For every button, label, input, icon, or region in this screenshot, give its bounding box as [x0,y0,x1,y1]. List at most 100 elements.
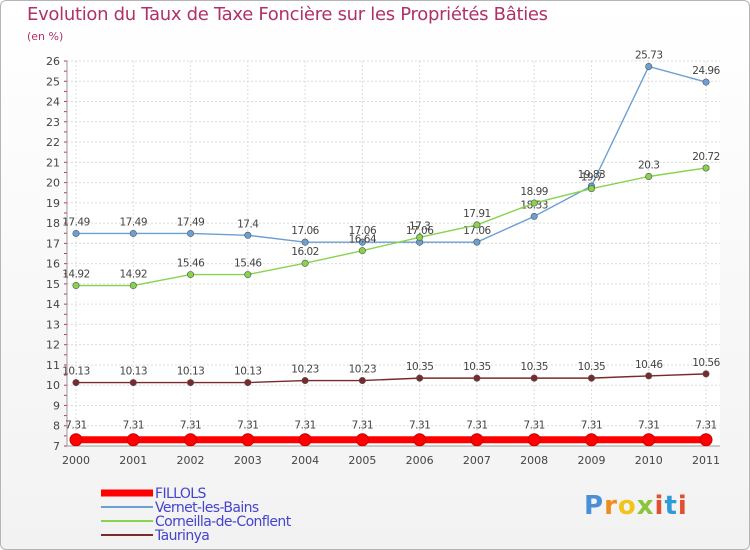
data-label: 16.64 [349,234,377,246]
data-point [301,377,309,385]
data-point [358,377,366,385]
data-point [584,433,598,447]
data-point [129,282,137,290]
data-label: 19.7 [581,172,602,184]
data-label: 17.06 [463,225,491,237]
data-label: 18.99 [520,186,548,198]
y-tick-label: 21 [46,156,60,169]
data-label: 7.31 [638,420,659,432]
data-point [187,271,195,279]
data-label: 17.49 [62,216,90,228]
data-point [244,271,252,279]
data-label: 7.31 [466,420,487,432]
data-point [184,433,198,447]
data-label: 20.3 [638,160,659,172]
data-label: 10.46 [635,359,663,371]
data-label: 17.91 [463,208,491,220]
data-point [187,379,195,387]
data-point [702,164,710,172]
y-tick-label: 24 [46,96,60,109]
y-tick-label: 13 [46,318,60,331]
data-label: 20.72 [692,151,720,163]
data-point [129,379,137,387]
data-label: 17.3 [409,220,430,232]
y-tick-label: 14 [46,298,60,311]
data-point [69,433,83,447]
data-point [187,229,195,237]
data-label: 7.31 [581,420,602,432]
proxiti-logo: Proxiti [584,491,688,521]
data-label: 14.92 [62,269,90,281]
data-label: 7.31 [695,420,716,432]
x-tick-label: 2000 [62,454,90,467]
legend-label: Corneilla-de-Conflent [155,514,292,530]
data-point [72,379,80,387]
y-tick-label: 9 [53,399,60,412]
data-point [301,238,309,246]
chart-title: Evolution du Taux de Taxe Foncière sur l… [27,4,548,25]
data-label: 7.31 [523,420,544,432]
data-label: 24.96 [692,65,720,77]
data-point [702,78,710,86]
data-point [645,62,653,70]
data-label: 15.46 [234,258,262,270]
data-label: 10.35 [463,361,491,373]
y-tick-label: 18 [46,217,60,230]
data-label: 10.13 [177,366,205,378]
data-label: 10.13 [119,366,147,378]
data-point [587,374,595,382]
y-tick-label: 19 [46,197,60,210]
x-tick-label: 2006 [406,454,434,467]
data-label: 10.56 [692,357,720,369]
data-label: 7.31 [180,420,201,432]
data-point [416,374,424,382]
data-point [530,199,538,207]
data-point [473,221,481,229]
series-line-Vernet-les-Bains [76,65,707,243]
legend-label: FILLOLS [155,486,207,502]
data-point [244,379,252,387]
x-tick-label: 2009 [577,454,605,467]
data-point [298,433,312,447]
data-label: 16.02 [291,246,319,258]
data-label: 10.35 [406,361,434,373]
data-label: 10.13 [62,366,90,378]
data-label: 10.13 [234,366,262,378]
chart-subtitle: (en %) [27,30,64,43]
y-tick-label: 16 [46,258,60,271]
data-label: 17.06 [349,225,377,237]
data-label: 17.49 [177,216,205,228]
data-point [358,247,366,255]
data-point [702,370,710,378]
series-line-Corneilla-de-Conflent [76,167,707,287]
x-tick-label: 2005 [348,454,376,467]
y-tick-label: 7 [53,440,60,453]
y-tick-label: 23 [46,116,60,129]
data-label: 17.06 [291,225,319,237]
data-label: 10.23 [349,364,377,376]
x-tick-label: 2007 [463,454,491,467]
legend-label: Taurinya [154,528,209,544]
data-point [645,173,653,181]
data-label: 7.31 [237,420,258,432]
data-point [301,259,309,267]
x-tick-label: 2010 [635,454,663,467]
data-point [241,433,255,447]
data-point [473,374,481,382]
data-label: 10.23 [291,364,319,376]
data-point [642,433,656,447]
data-point [72,229,80,237]
data-label: 10.35 [578,361,606,373]
x-tick-label: 2003 [234,454,262,467]
data-label: 17.4 [237,218,259,230]
data-point [244,231,252,239]
y-tick-label: 22 [46,136,60,149]
data-point [645,372,653,380]
x-tick-label: 2004 [291,454,319,467]
x-tick-label: 2008 [520,454,548,467]
y-tick-label: 10 [46,379,60,392]
y-tick-label: 17 [46,237,60,250]
data-label: 7.31 [409,420,430,432]
y-tick-label: 11 [46,359,60,372]
